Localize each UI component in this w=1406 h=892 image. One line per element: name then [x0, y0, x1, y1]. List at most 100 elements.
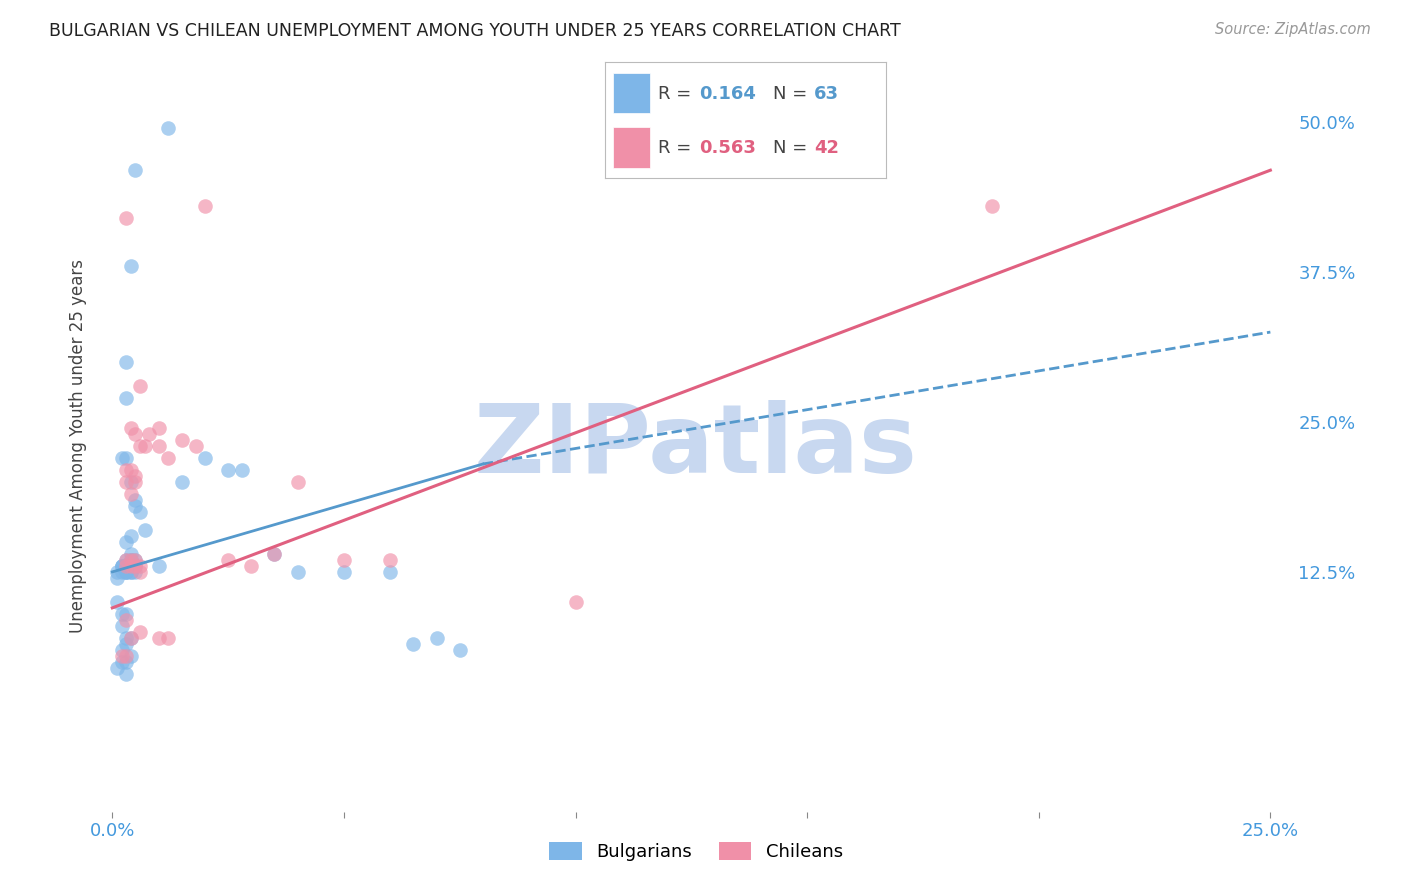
Point	[120, 529, 142, 543]
Point	[402, 637, 425, 651]
Point	[105, 571, 128, 585]
Point	[105, 595, 128, 609]
Point	[170, 433, 193, 447]
Point	[115, 558, 138, 573]
Point	[120, 421, 142, 435]
Point	[124, 499, 146, 513]
Point	[287, 475, 309, 489]
Point	[231, 463, 253, 477]
Point	[115, 463, 138, 477]
Point	[134, 439, 156, 453]
Point	[120, 463, 142, 477]
Point	[120, 631, 142, 645]
Point	[120, 553, 142, 567]
Point	[124, 558, 146, 573]
Point	[156, 450, 179, 465]
Point	[124, 475, 146, 489]
Point	[124, 558, 146, 573]
Point	[129, 379, 152, 393]
Point	[115, 211, 138, 226]
Point	[138, 427, 160, 442]
Point	[217, 553, 239, 567]
Point	[124, 492, 146, 507]
Point	[115, 666, 138, 681]
Point	[263, 547, 285, 561]
Point	[115, 558, 138, 573]
Point	[115, 565, 138, 579]
Point	[124, 427, 146, 442]
Text: 0.164: 0.164	[699, 85, 755, 103]
Point	[115, 637, 138, 651]
Point	[110, 558, 132, 573]
Point	[129, 505, 152, 519]
Point	[124, 553, 146, 567]
Point	[115, 558, 138, 573]
Point	[124, 558, 146, 573]
Point	[426, 631, 449, 645]
Point	[110, 655, 132, 669]
Point	[120, 558, 142, 573]
Point	[124, 469, 146, 483]
Point	[120, 648, 142, 663]
Point	[120, 631, 142, 645]
Point	[115, 450, 138, 465]
Point	[115, 655, 138, 669]
Point	[120, 553, 142, 567]
Text: Source: ZipAtlas.com: Source: ZipAtlas.com	[1215, 22, 1371, 37]
Point	[124, 163, 146, 178]
Point	[380, 565, 402, 579]
Point	[184, 439, 207, 453]
Point	[120, 487, 142, 501]
Point	[120, 558, 142, 573]
Point	[115, 553, 138, 567]
Point	[120, 547, 142, 561]
Bar	[613, 128, 650, 168]
Point	[333, 565, 356, 579]
Point	[115, 565, 138, 579]
Point	[120, 553, 142, 567]
Point	[105, 565, 128, 579]
Point	[380, 553, 402, 567]
Point	[115, 565, 138, 579]
Point	[110, 607, 132, 621]
Point	[120, 259, 142, 273]
Y-axis label: Unemployment Among Youth under 25 years: Unemployment Among Youth under 25 years	[69, 259, 87, 633]
Point	[129, 565, 152, 579]
Point	[110, 619, 132, 633]
Text: BULGARIAN VS CHILEAN UNEMPLOYMENT AMONG YOUTH UNDER 25 YEARS CORRELATION CHART: BULGARIAN VS CHILEAN UNEMPLOYMENT AMONG …	[49, 22, 901, 40]
Point	[115, 553, 138, 567]
Point	[124, 553, 146, 567]
Legend: Bulgarians, Chileans: Bulgarians, Chileans	[541, 835, 851, 869]
Point	[194, 450, 217, 465]
Point	[110, 450, 132, 465]
Point	[124, 565, 146, 579]
Text: 0.563: 0.563	[699, 139, 755, 157]
Point	[110, 648, 132, 663]
Text: N =: N =	[773, 139, 813, 157]
Point	[129, 624, 152, 639]
Point	[115, 607, 138, 621]
Point	[287, 565, 309, 579]
Point	[134, 523, 156, 537]
Point	[156, 631, 179, 645]
Point	[110, 558, 132, 573]
Point	[115, 558, 138, 573]
Point	[129, 439, 152, 453]
Point	[110, 565, 132, 579]
Point	[120, 565, 142, 579]
Point	[129, 558, 152, 573]
Point	[115, 535, 138, 549]
Text: R =: R =	[658, 139, 697, 157]
Point	[115, 648, 138, 663]
Point	[217, 463, 239, 477]
Text: N =: N =	[773, 85, 813, 103]
Point	[981, 199, 1004, 213]
Point	[115, 631, 138, 645]
Point	[120, 475, 142, 489]
Point	[148, 558, 170, 573]
Point	[115, 391, 138, 405]
Point	[263, 547, 285, 561]
Point	[120, 558, 142, 573]
Point	[120, 565, 142, 579]
Point	[333, 553, 356, 567]
